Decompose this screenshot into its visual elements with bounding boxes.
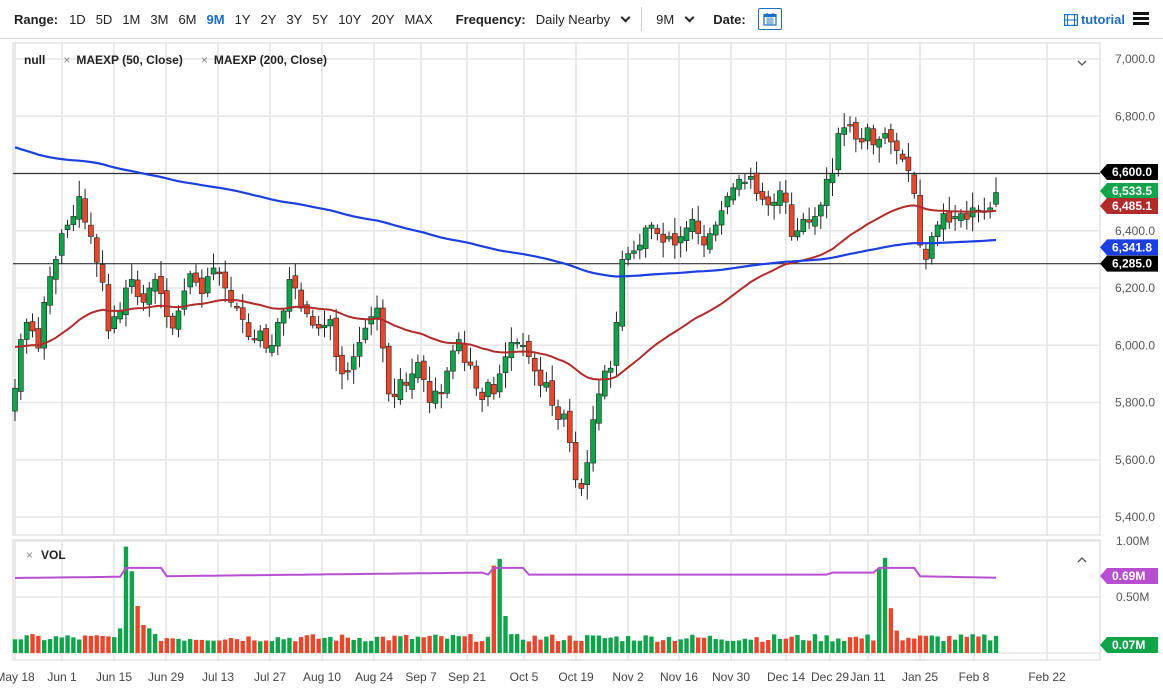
x-axis-label: Dec 14	[767, 670, 805, 684]
study-ma200-label: MAEXP (200, Close)	[213, 53, 327, 67]
tutorial-label: tutorial	[1080, 12, 1125, 27]
svg-text:6,600.0: 6,600.0	[1112, 165, 1152, 179]
remove-study-icon[interactable]: ×	[200, 53, 208, 67]
price-panel	[12, 42, 1101, 536]
symbol-label: null	[24, 53, 46, 67]
price-badge: 6,600.0	[1100, 164, 1158, 180]
x-axis-label: Aug 24	[355, 670, 393, 684]
x-axis-label: Nov 2	[612, 670, 644, 684]
price-badge: 6,285.0	[1100, 255, 1158, 272]
volume-label: VOL	[41, 548, 66, 562]
x-axis-label: Dec 29	[811, 670, 849, 684]
x-axis-label: Jul 13	[202, 670, 234, 684]
x-axis-label: Jun 1	[47, 670, 77, 684]
volume-avg-badge: 0.69M	[1100, 568, 1158, 584]
range-label: Range:	[14, 11, 59, 27]
price-axis-label: 6,000.0	[1115, 338, 1155, 352]
price-axis-label: 6,200.0	[1115, 281, 1155, 295]
range-3y[interactable]: 3Y	[286, 11, 303, 27]
remove-study-icon[interactable]: ×	[63, 53, 71, 67]
range-10y[interactable]: 10Y	[338, 11, 362, 27]
ma50-line[interactable]	[14, 204, 997, 381]
svg-text:0.07M: 0.07M	[1112, 638, 1145, 652]
volume-average-line[interactable]	[14, 566, 997, 579]
range-9m[interactable]: 9M	[206, 11, 225, 27]
svg-text:6,533.5: 6,533.5	[1112, 184, 1152, 198]
x-axis-label: Jan 25	[902, 670, 938, 684]
price-badge: 6,485.1	[1100, 198, 1158, 214]
price-axis-label: 5,600.0	[1115, 453, 1155, 467]
x-axis-label: Jul 27	[254, 670, 286, 684]
x-axis-label: Oct 5	[510, 670, 539, 684]
study-ma50-label: MAEXP (50, Close)	[76, 53, 183, 67]
price-axis-label: 6,400.0	[1115, 224, 1155, 238]
volume-last-badge: 0.07M	[1100, 637, 1158, 653]
range-20y[interactable]: 20Y	[371, 11, 395, 27]
hamburger-menu-icon[interactable]	[1133, 12, 1149, 26]
collapse-volume-panel-button[interactable]	[1077, 551, 1087, 569]
film-icon	[1063, 13, 1078, 26]
range-5d[interactable]: 5D	[95, 11, 113, 27]
price-chart[interactable]: May 18 Jun 1 Jun 15 Jun 29 Jul 13 Jul 27 Aug 1…	[0, 39, 1163, 693]
toolbar-divider	[0, 38, 1163, 39]
volume-axis-label: 0.50M	[1116, 590, 1149, 604]
volume-bars	[12, 546, 999, 653]
range-1y[interactable]: 1Y	[234, 11, 251, 27]
period-value: 9M	[656, 11, 675, 27]
ma200-line[interactable]	[14, 146, 997, 278]
x-axis-label: Nov 30	[712, 670, 750, 684]
price-badge: 6,533.5	[1100, 183, 1158, 199]
svg-text:6,485.1: 6,485.1	[1112, 199, 1152, 213]
calendar-icon	[763, 13, 777, 26]
x-axis-label: May 18	[0, 670, 35, 684]
x-axis-label: Jun 15	[96, 670, 132, 684]
x-axis-label: Nov 16	[660, 670, 698, 684]
range-max[interactable]: MAX	[404, 11, 433, 27]
frequency-value: Daily Nearby	[535, 11, 611, 27]
period-dropdown[interactable]: 9M	[656, 12, 699, 27]
range-1m[interactable]: 1M	[122, 11, 141, 27]
chevron-down-icon	[620, 12, 631, 22]
frequency-label: Frequency:	[455, 11, 526, 27]
calendar-button[interactable]	[757, 8, 782, 30]
range-2y[interactable]: 2Y	[260, 11, 277, 27]
svg-text:0.69M: 0.69M	[1112, 569, 1145, 583]
svg-text:6,285.0: 6,285.0	[1112, 257, 1152, 271]
range-3m[interactable]: 3M	[150, 11, 169, 27]
x-axis-label: Feb 8	[959, 670, 990, 684]
range-5y[interactable]: 5Y	[312, 11, 329, 27]
volume-legend: × VOL	[26, 548, 66, 562]
x-axis-label: Sep 7	[405, 670, 437, 684]
x-axis-label: Sep 21	[448, 670, 486, 684]
range-1d[interactable]: 1D	[69, 11, 86, 27]
candlesticks	[12, 113, 999, 500]
price-badge: 6,341.8	[1100, 239, 1158, 256]
volume-axis-label: 1.00M	[1116, 534, 1149, 548]
toolbar: Range: 1D 5D 1M 3M 6M 9M 1Y 2Y 3Y 5Y 10Y 20Y MAX Fre…	[0, 0, 1163, 38]
chart-legend: null × MAEXP (50, Close) × MAEXP (200, C…	[24, 53, 327, 67]
x-axis-label: Aug 10	[303, 670, 341, 684]
price-axis-label: 5,400.0	[1115, 510, 1155, 524]
x-axis-label: Oct 19	[558, 670, 594, 684]
divider	[641, 7, 643, 31]
x-axis-label: Feb 22	[1028, 670, 1066, 684]
range-buttons: 1D 5D 1M 3M 6M 9M 1Y 2Y 3Y 5Y 10Y 20Y MAX	[64, 12, 438, 27]
price-axis-label: 7,000.0	[1115, 52, 1155, 66]
collapse-price-panel-button[interactable]	[1077, 54, 1087, 72]
chevron-down-icon	[684, 12, 695, 22]
x-axis-label: Jun 29	[148, 670, 184, 684]
x-axis-label: Jan 11	[850, 670, 885, 684]
date-label: Date:	[713, 11, 746, 27]
svg-text:6,341.8: 6,341.8	[1112, 240, 1152, 254]
price-axis-label: 5,800.0	[1115, 396, 1155, 410]
range-6m[interactable]: 6M	[178, 11, 197, 27]
price-axis-label: 6,800.0	[1115, 109, 1155, 123]
chevron-down-icon	[1077, 60, 1087, 66]
chevron-up-icon	[1077, 557, 1087, 563]
frequency-dropdown[interactable]: Daily Nearby	[536, 12, 635, 27]
tutorial-link[interactable]: tutorial	[1063, 12, 1125, 27]
remove-volume-icon[interactable]: ×	[26, 548, 34, 562]
